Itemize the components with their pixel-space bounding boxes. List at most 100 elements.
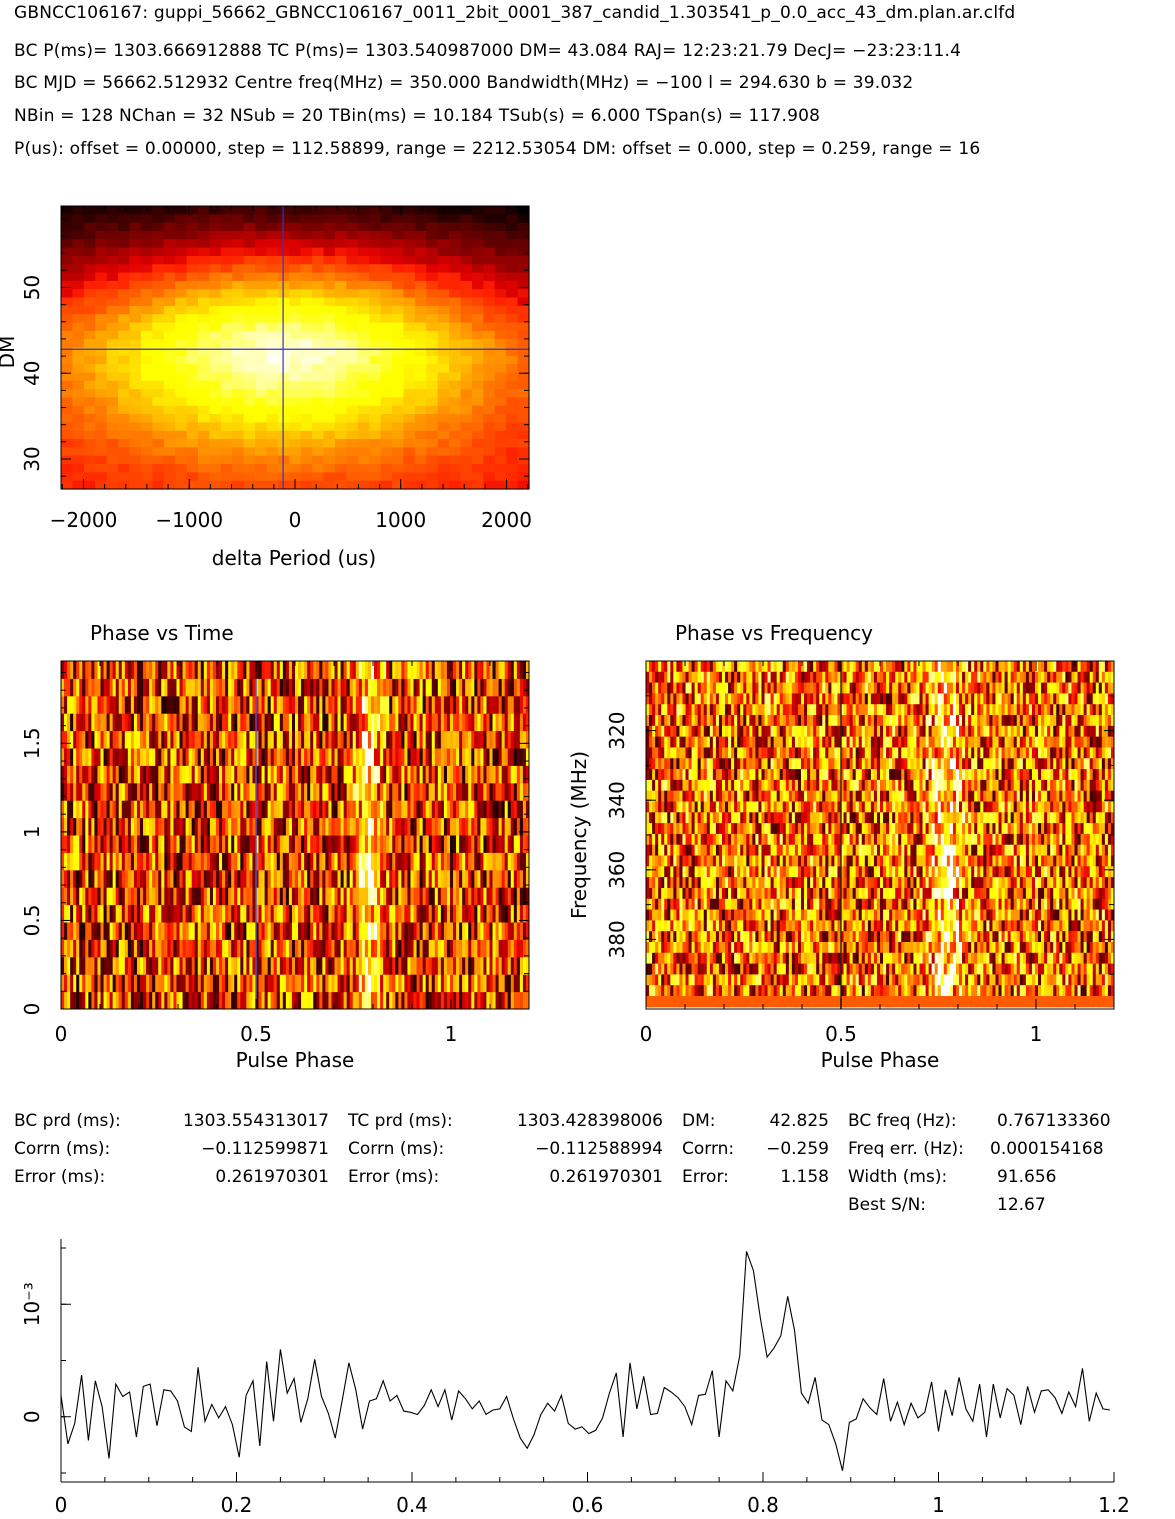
heatmap-cell [163,297,176,307]
heatmap-cell [892,671,896,684]
heatmap-cell [931,671,936,684]
heatmap-cell [522,852,527,871]
heatmap-cell [136,904,141,923]
heatmap-cell [492,835,497,853]
heatmap-cell [483,305,496,315]
heatmap-cell [712,661,717,673]
heatmap-cell [471,695,475,714]
heatmap-cell [471,439,484,448]
heatmap-cell [91,922,95,940]
heatmap-cell [322,974,326,993]
heatmap-cell [212,939,217,958]
heatmap-cell [266,405,279,415]
heatmap-cell [163,314,176,324]
heatmap-cell [413,887,418,906]
heatmap-cell [228,904,232,923]
heatmap-cell [73,800,77,819]
heatmap-cell [349,748,354,766]
heatmap-cell [404,713,408,732]
heatmap-cell [392,455,405,465]
heatmap-cell [357,206,370,215]
heatmap-cell [346,852,351,871]
heatmap-cell [72,389,85,399]
heatmap-cell [525,974,530,993]
heatmap-cell [313,782,317,801]
heatmap-cell [240,835,244,853]
heatmap-cell [501,782,506,801]
heatmap-cell [175,322,188,332]
heatmap-cell [133,678,138,697]
heatmap-cell [355,817,360,836]
heatmap-cell [91,782,95,801]
heatmap-cell [158,939,162,958]
heatmap-cell [129,339,142,349]
heatmap-cell [346,222,359,232]
heatmap-cell [170,904,174,923]
heatmap-cell [266,480,279,490]
heatmap-cell [401,782,405,801]
heatmap-cell [307,730,311,749]
heatmap-cell [146,904,150,923]
heatmap-cell [118,230,131,240]
heatmap-cell [468,939,472,958]
heatmap-cell [855,661,860,673]
heatmap-cell [61,869,65,888]
heatmap-cell [176,817,181,836]
heatmap-cell [855,671,860,684]
heatmap-cell [492,869,497,888]
heatmap-cell [73,869,77,888]
heatmap-cell [494,397,507,407]
heatmap-cell [298,817,302,836]
heatmap-cell [437,330,450,340]
heatmap-cell [186,364,199,374]
heatmap-cell [127,817,132,836]
heatmap-cell [64,800,68,819]
heatmap-cell [443,956,448,975]
heatmap-cell [460,389,473,399]
heatmap-cell [118,206,131,215]
heatmap-cell [94,817,98,836]
heatmap-cell [340,887,345,906]
heatmap-cell [486,835,490,853]
heatmap-cell [426,439,439,448]
heatmap-cell [91,661,95,679]
heatmap-cell [340,678,345,697]
heatmap-cell [298,904,302,923]
heatmap-cell [124,991,129,1010]
heatmap-cell [300,464,313,473]
heatmap-cell [513,678,518,697]
y-tick-label: 1 [20,826,44,839]
heatmap-cell [403,214,416,224]
heatmap-cell [510,835,515,853]
heatmap-cell [513,765,518,784]
heatmap-cell [95,439,108,448]
heatmap-cell [312,305,325,315]
heatmap-cell [304,782,308,801]
heatmap-cell [489,991,494,1010]
heatmap-cell [298,765,302,784]
heatmap-cell [82,748,86,766]
heatmap-cell [349,956,354,975]
heatmap-cell [232,364,245,374]
heatmap-cell [449,464,462,473]
heatmap-cell [225,713,229,732]
heatmap-cell [369,314,382,324]
heatmap-cell [191,904,196,923]
heatmap-cell [282,678,287,697]
heatmap-cell [246,974,250,993]
heatmap-cell [426,305,439,315]
heatmap-cell [237,922,241,940]
heatmap-cell [346,330,359,340]
heatmap-cell [170,974,174,993]
heatmap-cell [483,991,487,1010]
heatmap-cell [173,887,177,906]
heatmap-cell [480,713,484,732]
heatmap-cell [498,678,503,697]
heatmap-cell [182,765,187,784]
heatmap-cell [1089,661,1094,673]
heatmap-cell [331,922,336,940]
heatmap-cell [483,472,496,482]
heatmap-cell [243,322,256,332]
heatmap-cell [492,661,497,679]
heatmap-cell [149,800,153,819]
